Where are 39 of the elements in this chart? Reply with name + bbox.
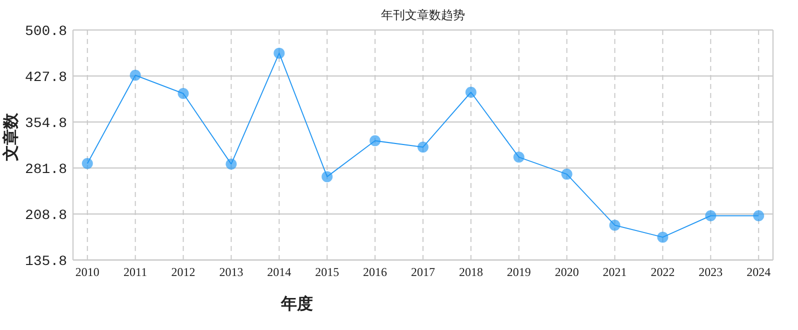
point bbox=[226, 158, 237, 170]
point bbox=[705, 210, 716, 222]
x-tick-label: 2022 bbox=[650, 265, 675, 279]
point bbox=[657, 232, 668, 243]
x-tick-label: 2017 bbox=[411, 265, 435, 279]
point bbox=[370, 135, 381, 146]
x-tick-label: 2014 bbox=[267, 265, 292, 279]
point bbox=[130, 70, 141, 81]
x-tick-label: 2011 bbox=[124, 265, 148, 279]
x-tick-label: 2010 bbox=[75, 265, 100, 279]
x-tick-label: 2015 bbox=[315, 265, 340, 279]
x-tick-label: 2018 bbox=[458, 265, 483, 279]
y-tick-label: 354.8 bbox=[24, 116, 67, 132]
x-axis-title: 年度 bbox=[280, 294, 313, 313]
y-tick-label: 427.8 bbox=[24, 70, 67, 86]
y-tick-label: 208.8 bbox=[24, 208, 67, 224]
x-tick-label: 2012 bbox=[171, 265, 196, 279]
x-tick-label: 2020 bbox=[554, 265, 579, 279]
chart-title: 年刊文章数趋势 bbox=[381, 8, 465, 22]
point bbox=[753, 210, 764, 222]
y-tick-label: 281.8 bbox=[24, 162, 67, 178]
point bbox=[465, 86, 476, 98]
y-axis-title: 文章数 bbox=[2, 112, 20, 162]
x-tick-label: 2013 bbox=[219, 265, 244, 279]
point bbox=[322, 171, 333, 182]
x-tick-label: 2021 bbox=[602, 265, 627, 279]
point bbox=[513, 152, 524, 163]
x-tick-label: 2023 bbox=[698, 265, 723, 279]
point bbox=[274, 48, 285, 59]
point bbox=[82, 158, 93, 169]
point bbox=[609, 220, 620, 231]
point bbox=[178, 88, 189, 100]
y-tick-label: 135.8 bbox=[24, 254, 67, 270]
y-tick-label: 500.8 bbox=[24, 24, 67, 40]
x-tick-label: 2019 bbox=[506, 265, 531, 279]
point bbox=[418, 142, 428, 153]
x-tick-label: 2016 bbox=[363, 265, 388, 279]
point bbox=[561, 168, 572, 180]
x-tick-label: 2024 bbox=[746, 265, 771, 279]
